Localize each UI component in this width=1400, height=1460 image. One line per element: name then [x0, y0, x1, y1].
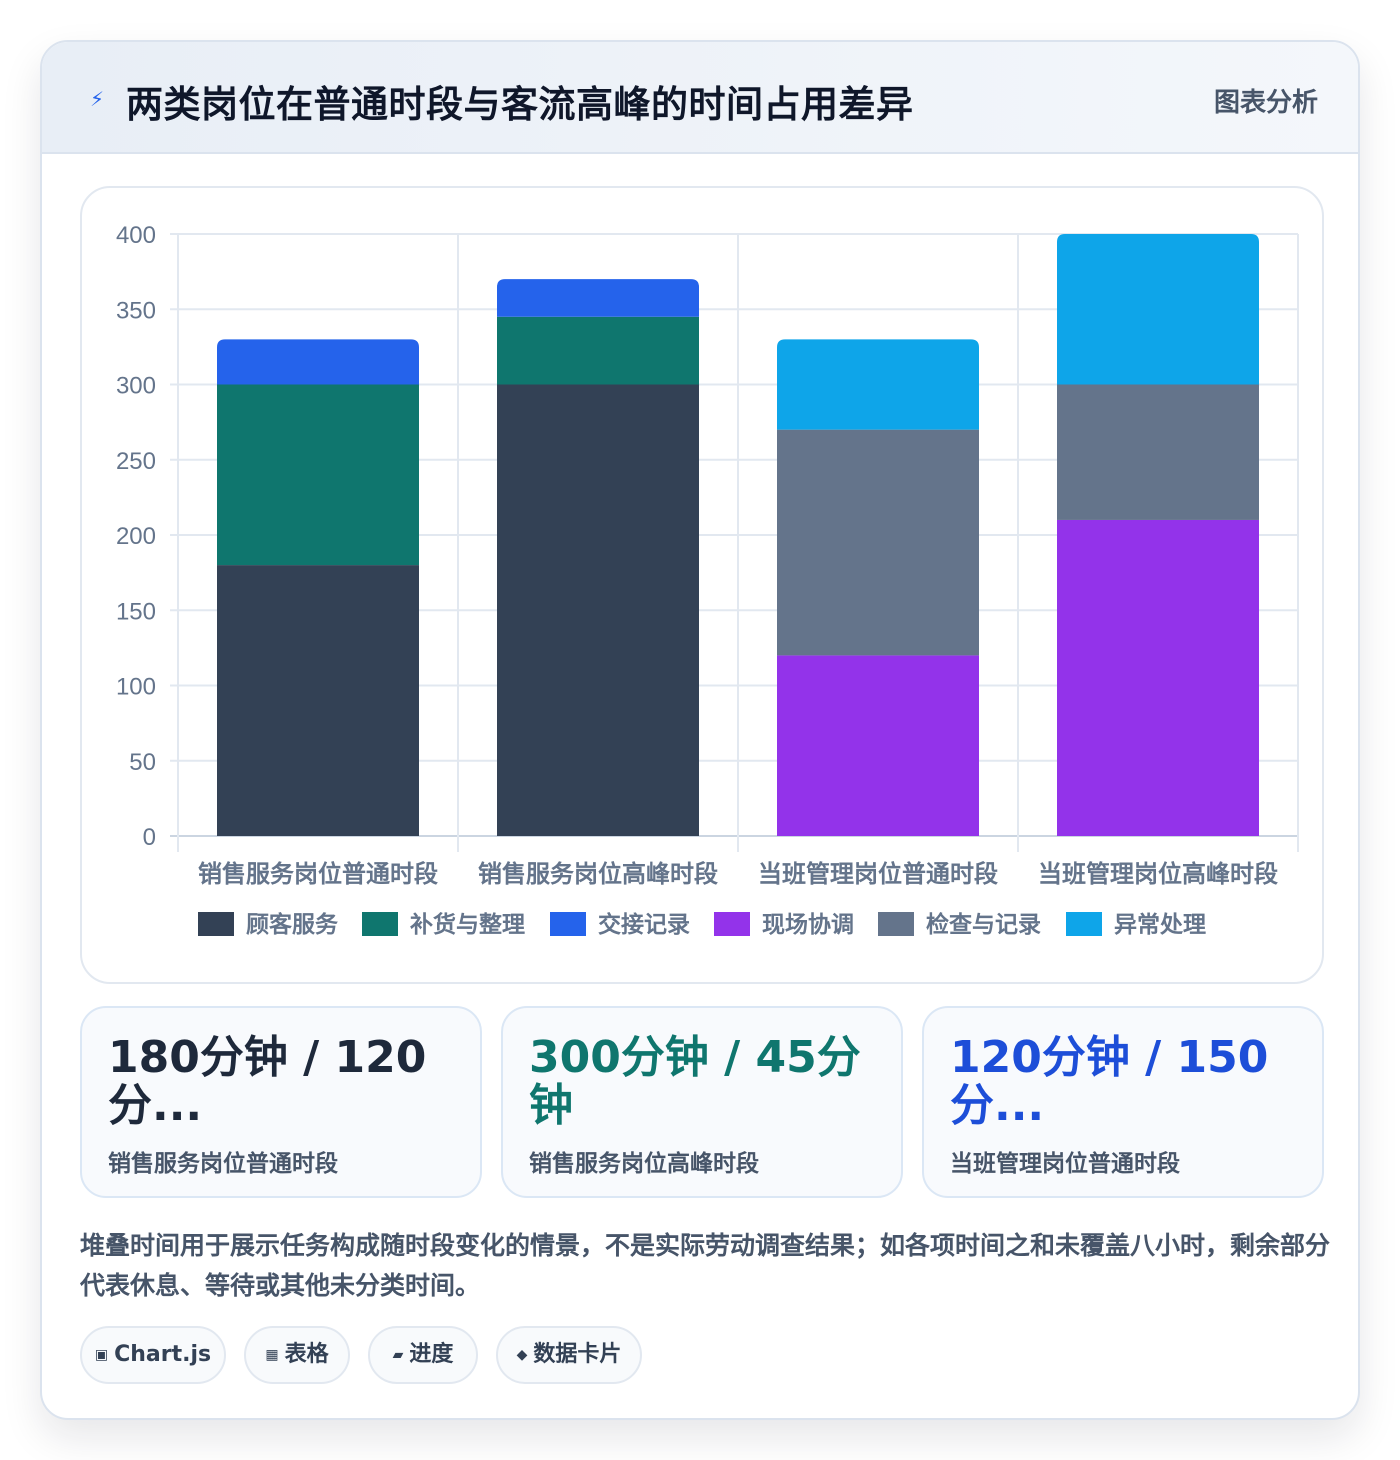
table-icon: ▦: [265, 1347, 279, 1363]
bar-segment: [217, 565, 419, 836]
pill-label: Chart.js: [114, 1342, 212, 1367]
legend-label: 现场协调: [762, 911, 854, 937]
stat-value: 180分钟 / 120 分...: [108, 1034, 427, 1130]
chart-analysis-tag: 图表分析: [1213, 88, 1318, 118]
card-icon: ◆: [516, 1347, 528, 1363]
x-tick-label: 销售服务岗位高峰时段: [478, 860, 718, 888]
stat-label: 销售服务岗位高峰时段: [529, 1151, 759, 1177]
stat-label: 当班管理岗位普通时段: [950, 1151, 1180, 1177]
stat-value: 300分钟 / 45分钟: [529, 1034, 861, 1130]
bar-segment: [217, 339, 419, 385]
legend-label: 顾客服务: [246, 911, 339, 937]
pill-progress[interactable]: ▰ 进度: [368, 1326, 478, 1384]
pill-label: 表格: [284, 1342, 329, 1367]
card-header: ⚡ 两类岗位在普通时段与客流高峰的时间占用差异 图表分析: [42, 42, 1358, 154]
bar-segment: [777, 655, 979, 836]
chart-panel: 0 50 100 150 200 250 300 350 400 销售服务岗位普通时段 销售服务岗位…: [80, 186, 1324, 984]
stat-card-1: 180分钟 / 120 分... 销售服务岗位普通时段: [80, 1006, 482, 1198]
legend-swatch: [714, 912, 750, 936]
bar-segment: [497, 316, 699, 385]
y-tick-label: 150: [116, 598, 156, 625]
pill-label: 数据卡片: [533, 1342, 622, 1367]
y-tick-label: 100: [116, 674, 156, 701]
bar-segment: [1057, 519, 1259, 836]
bar-segment: [1057, 384, 1259, 520]
y-tick-label: 50: [129, 749, 156, 776]
bar-segment: [497, 384, 699, 836]
y-tick-label: 200: [116, 523, 156, 550]
pill-label: 进度: [409, 1342, 454, 1367]
bar-segment: [217, 384, 419, 566]
legend-swatch: [878, 912, 914, 936]
pill-data-card[interactable]: ◆ 数据卡片: [496, 1326, 642, 1384]
y-tick-label: 400: [116, 222, 156, 249]
legend-swatch: [362, 912, 398, 936]
bar-segment: [777, 339, 979, 430]
pill-table[interactable]: ▦ 表格: [244, 1326, 350, 1384]
page-title: 两类岗位在普通时段与客流高峰的时间占用差异: [126, 83, 914, 126]
y-tick-label: 250: [116, 448, 156, 475]
x-tick-label: 销售服务岗位普通时段: [198, 860, 438, 888]
legend-swatch: [198, 912, 234, 936]
chart-card: ⚡ 两类岗位在普通时段与客流高峰的时间占用差异 图表分析 0 50 100 150 20…: [40, 40, 1360, 1420]
legend-label: 交接记录: [598, 911, 690, 937]
legend-swatch: [550, 912, 586, 936]
stat-card-2: 300分钟 / 45分钟 销售服务岗位高峰时段: [501, 1006, 903, 1198]
bar-segment: [1057, 234, 1259, 385]
progress-icon: ▰: [392, 1347, 404, 1363]
bar-segment: [777, 429, 979, 656]
y-tick-label: 300: [116, 373, 156, 400]
legend-label: 检查与记录: [926, 911, 1041, 937]
legend-label: 补货与整理: [410, 911, 525, 937]
stat-card-3: 120分钟 / 150 分... 当班管理岗位普通时段: [922, 1006, 1324, 1198]
y-tick-label: 350: [116, 297, 156, 324]
stat-value: 120分钟 / 150 分...: [950, 1034, 1269, 1130]
lightning-icon: ⚡: [89, 87, 105, 111]
stat-label: 销售服务岗位普通时段: [108, 1151, 338, 1177]
x-tick-label: 当班管理岗位高峰时段: [1038, 860, 1278, 888]
chart-footnote: 堆叠时间用于展示任务构成随时段变化的情景，不是实际劳动调查结果；如各项时间之和未…: [80, 1231, 1331, 1300]
bar-segment: [497, 279, 699, 317]
chart-icon: ▣: [94, 1347, 109, 1363]
legend-swatch: [1066, 912, 1102, 936]
stacked-bar-chart: 0 50 100 150 200 250 300 350 400 销售服务岗位普通时段 销售服务岗位…: [116, 222, 1299, 937]
y-tick-label: 0: [143, 824, 156, 851]
legend-label: 异常处理: [1114, 911, 1206, 937]
x-tick-label: 当班管理岗位普通时段: [758, 860, 998, 888]
pill-chartjs[interactable]: ▣ Chart.js: [80, 1326, 226, 1384]
